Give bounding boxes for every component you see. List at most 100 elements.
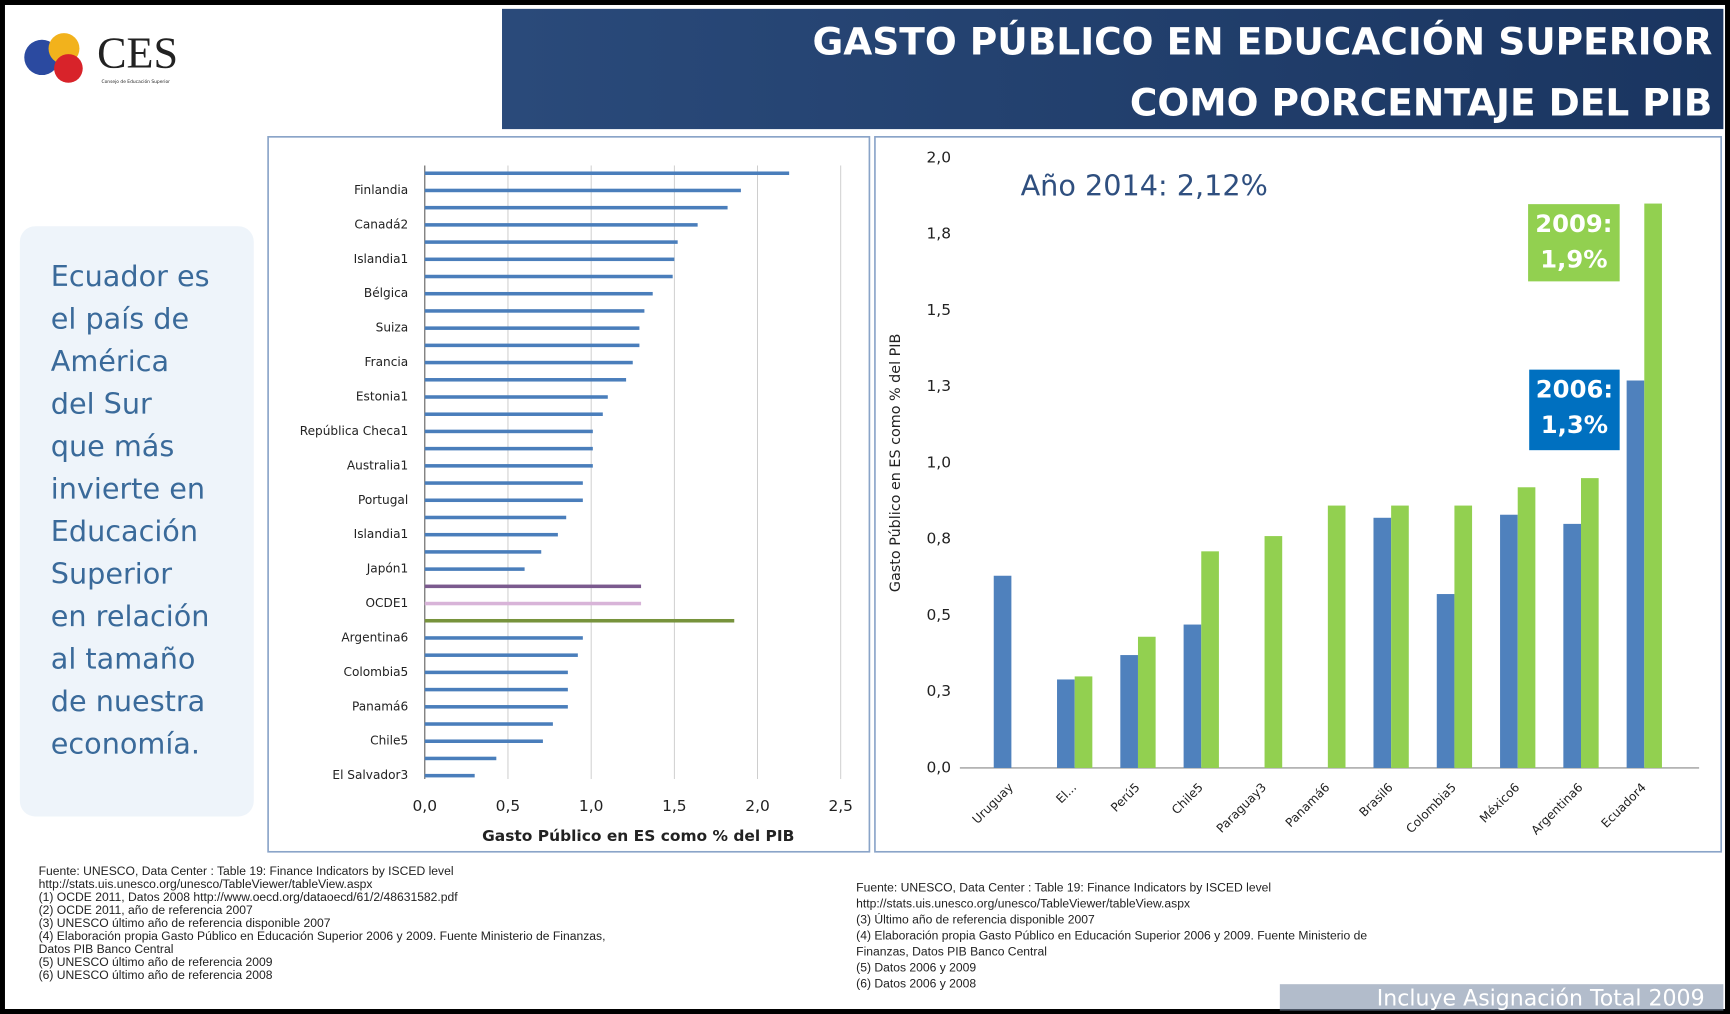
source-line: (4) Elaboración propia Gasto Público en … xyxy=(856,928,1367,942)
bar xyxy=(1201,551,1219,768)
bar xyxy=(424,378,627,382)
y-tick-label: 1,0 xyxy=(926,453,951,471)
bar xyxy=(424,326,640,330)
source-line: (3) UNESCO último año de referencia disp… xyxy=(39,916,331,930)
annotation-box xyxy=(1529,369,1620,451)
y-tick-label: Canadá2 xyxy=(354,217,408,231)
y-tick-label: 0,8 xyxy=(926,530,951,548)
bar xyxy=(1137,636,1156,768)
sidebar-line: el país de xyxy=(51,302,189,336)
source-line: (6) UNESCO último año de referencia 2008 xyxy=(39,968,273,982)
bar xyxy=(424,498,583,503)
sidebar-line: en relación xyxy=(51,599,210,633)
left-chart: 0,0 0,5 1,0 1,5 2,0 2,5 Finlandia Canadá2 Island… xyxy=(300,165,853,845)
y-tick-label: Panamá6 xyxy=(352,699,408,713)
sidebar-line: Ecuador es xyxy=(51,259,210,293)
source-line: (1) OCDE 2011, Datos 2008 http://www.oec… xyxy=(39,890,459,904)
y-tick-label: Australia1 xyxy=(347,458,408,472)
source-line: (4) Elaboración propia Gasto Público en … xyxy=(39,929,606,943)
bar xyxy=(1057,679,1075,768)
logo-dot xyxy=(54,54,83,83)
y-tick-label: Finlandia xyxy=(354,183,408,197)
bar xyxy=(1644,203,1662,768)
y-tick-label: 1,3 xyxy=(926,377,951,395)
source-line: (6) Datos 2006 y 2008 xyxy=(856,976,976,990)
sources: Fuente: UNESCO, Data Center : Table 19: … xyxy=(39,864,1368,991)
annotation-text: 2006: xyxy=(1536,375,1613,404)
y-tick-label: Portugal xyxy=(358,493,408,507)
bar xyxy=(1391,505,1409,768)
bar xyxy=(424,636,583,640)
sidebar-line: Educación xyxy=(51,514,198,548)
bar xyxy=(424,550,542,554)
bar xyxy=(424,240,678,244)
bar xyxy=(1517,487,1536,768)
source-line: (3) Último año de referencia disponible … xyxy=(856,911,1095,926)
bar xyxy=(424,567,525,571)
bar xyxy=(424,618,735,623)
source-line: http://stats.uis.unesco.org/unesco/Table… xyxy=(856,896,1190,910)
bar xyxy=(1120,655,1138,768)
sidebar-line: de nuestra xyxy=(51,684,205,718)
y-tick-label: Islandia1 xyxy=(354,252,409,266)
bar xyxy=(424,687,568,692)
y-tick-label: 1,5 xyxy=(926,301,951,319)
header-band xyxy=(502,8,1724,130)
y-tick-label: 1,8 xyxy=(926,225,951,243)
bar xyxy=(424,722,553,726)
bar xyxy=(424,464,593,468)
bar xyxy=(424,739,543,743)
bar xyxy=(1074,676,1093,768)
y-tick-label: Bélgica xyxy=(364,286,408,300)
logo-subtitle: Consejo de Educación Superior xyxy=(102,78,171,85)
y-tick-label: 0,3 xyxy=(926,682,951,700)
sidebar-line: economía. xyxy=(51,726,200,760)
source-line: (5) UNESCO último año de referencia 2009 xyxy=(39,955,273,969)
y-tick-label: El Salvador3 xyxy=(332,768,408,782)
bar xyxy=(993,575,1012,768)
bar xyxy=(424,171,790,176)
y-tick-label: Suiza xyxy=(376,321,409,335)
bar xyxy=(1626,380,1645,768)
annotation-text: 2009: xyxy=(1535,209,1612,238)
bar xyxy=(424,446,593,451)
source-line: Finanzas, Datos PIB Banco Central xyxy=(856,944,1047,958)
bar xyxy=(1563,523,1582,768)
sidebar-line: Superior xyxy=(51,556,173,590)
source-line: (2) OCDE 2011, año de referencia 2007 xyxy=(39,903,253,917)
sidebar-line: que más xyxy=(51,429,175,463)
y-tick-label: 0,5 xyxy=(926,606,951,624)
sidebar-line: invierte en xyxy=(51,471,205,505)
bar xyxy=(424,773,475,778)
left-panel xyxy=(267,136,871,853)
bar xyxy=(424,481,583,485)
x-tick-label: 2,5 xyxy=(828,797,853,815)
x-axis-label: Gasto Público en ES como % del PIB xyxy=(482,827,794,845)
bar xyxy=(424,756,497,761)
source-line: http://stats.uis.unesco.org/unesco/Table… xyxy=(39,877,373,891)
bar xyxy=(424,429,593,434)
header-title: COMO PORCENTAJE DEL PIB xyxy=(1130,80,1712,124)
footer-note: Incluye Asignación Total 2009 xyxy=(1377,987,1705,1012)
footer-band xyxy=(1279,984,1724,1011)
bar xyxy=(424,601,642,606)
x-tick-label: 0,5 xyxy=(496,797,521,815)
logo-text: CES xyxy=(97,29,178,78)
source-line: Fuente: UNESCO, Data Center : Table 19: … xyxy=(39,864,454,878)
bar xyxy=(424,205,728,210)
bar xyxy=(1183,624,1202,768)
annotation-text: 1,3% xyxy=(1541,410,1608,439)
y-tick-label: 2,0 xyxy=(926,148,951,166)
sidebar-box xyxy=(19,226,254,817)
bar xyxy=(424,188,741,193)
sidebar-line: del Sur xyxy=(51,386,152,420)
bar xyxy=(1327,505,1346,768)
y-tick-label: Islandia1 xyxy=(354,527,409,541)
bar xyxy=(1500,514,1518,768)
bar xyxy=(1264,536,1283,768)
y-tick-label: 0,0 xyxy=(926,758,951,776)
bar xyxy=(1581,478,1599,768)
sidebar-line: al tamaño xyxy=(51,641,196,675)
